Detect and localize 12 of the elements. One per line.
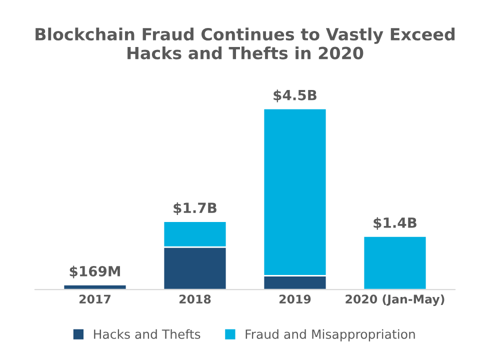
annotation: $1.7B	[174, 202, 216, 215]
annotation: $169M	[70, 266, 120, 278]
legend-label: Fraud and Misappropriation	[246, 329, 415, 342]
x-tick-label: 2020 (Jan-May)	[346, 294, 444, 306]
x-tick-label: 2017	[80, 294, 110, 304]
chart-title: Blockchain Fraud Continues to Vastly Exceed Hacks and Thefts in 2020	[36, 28, 455, 60]
annotation: $1.4B	[374, 217, 416, 230]
annotation: $4.5B	[274, 90, 316, 102]
legend-label: Hacks and Thefts	[94, 329, 200, 339]
x-tick-label: 2019	[280, 294, 311, 304]
bar	[362, 236, 428, 290]
x-tick-label: 2018	[180, 294, 211, 304]
